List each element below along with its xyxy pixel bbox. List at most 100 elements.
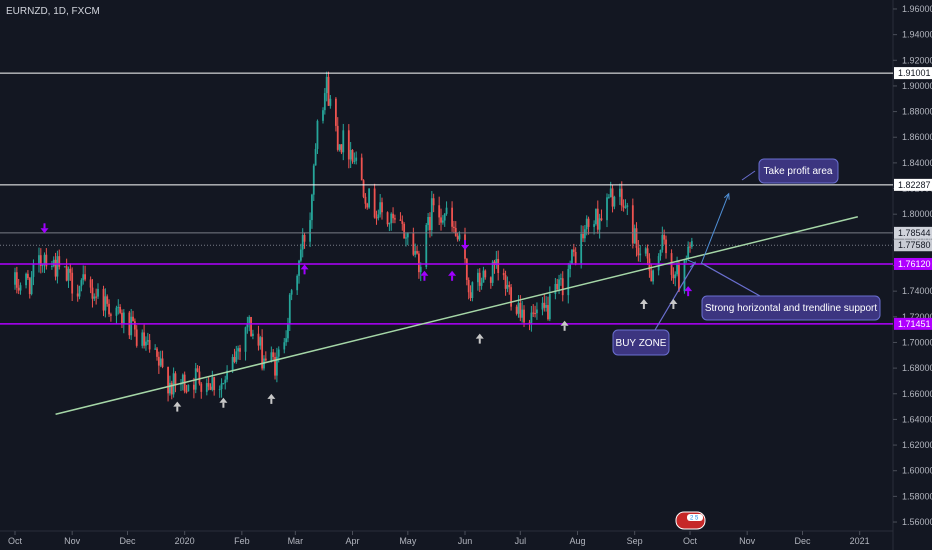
candle-body	[141, 332, 144, 346]
arrow-head	[420, 270, 429, 276]
y-tick-label: 1.66000	[902, 389, 932, 399]
candle-body	[381, 202, 383, 213]
candle-body	[181, 374, 184, 384]
candle-body	[366, 203, 369, 208]
arrow-head	[40, 228, 49, 234]
candle-body	[264, 358, 267, 361]
candle-body	[287, 324, 289, 339]
candle-body	[626, 205, 629, 208]
candle-body	[412, 233, 415, 255]
candle-body	[218, 389, 221, 391]
y-tick-label: 1.84000	[902, 158, 932, 168]
candle-body	[327, 76, 330, 106]
candle-body	[508, 284, 511, 288]
candle-body	[567, 268, 570, 296]
arrow-shaft	[176, 406, 179, 412]
up-arrow-marker	[639, 298, 648, 309]
candle-body	[65, 266, 68, 281]
time-axis[interactable]: Oct Nov Dec 2020 Feb Mar Apr May Jun Jul Aug Sep Oct…	[8, 531, 870, 546]
candle-body	[406, 233, 409, 238]
support-price-label-bg	[894, 257, 932, 270]
x-tick-label: Nov	[739, 536, 756, 546]
buy-zone-callout[interactable]: BUY ZONE	[612, 329, 670, 356]
candle-body	[226, 370, 228, 380]
current-price-label-bg	[894, 239, 932, 252]
candle-body	[517, 302, 520, 314]
x-tick-label: Oct	[8, 536, 23, 546]
support-price-label: 1.76120	[898, 259, 931, 269]
candle-body	[110, 314, 112, 316]
candle-body	[519, 302, 522, 318]
candle-body	[541, 302, 544, 310]
current-price-label: 1.77580	[898, 240, 931, 250]
support-note-box	[701, 295, 881, 321]
candle-body	[69, 268, 72, 273]
candle-body	[394, 218, 396, 220]
event-badge-text: 2 5	[690, 516, 699, 522]
support-callout[interactable]: Strong horizontal and trendline support	[701, 295, 881, 321]
up-arrow-marker	[420, 270, 429, 281]
candle-body	[523, 309, 525, 323]
candle-body	[135, 329, 138, 346]
candle-body	[451, 207, 453, 227]
candle-body	[477, 272, 479, 283]
markers	[40, 223, 693, 412]
candle-body	[683, 260, 686, 292]
candle-body	[17, 287, 20, 291]
candle-body	[351, 149, 354, 162]
candle-body	[674, 274, 677, 279]
arrow-shaft	[642, 303, 645, 309]
candle-body	[274, 356, 276, 376]
candle-body	[246, 323, 249, 328]
candle-body	[30, 276, 33, 295]
candle-body	[665, 239, 667, 254]
candle-body	[272, 352, 275, 357]
candle-body	[299, 249, 302, 261]
candle-body	[453, 226, 455, 228]
candle-body	[607, 197, 610, 199]
candle-body	[458, 234, 461, 240]
candles	[14, 71, 693, 402]
candle-body	[445, 207, 448, 214]
up-arrow-marker	[300, 264, 309, 275]
support-note-pointer	[700, 262, 761, 297]
arrow-head	[560, 320, 569, 326]
ticker-title: EURNZD, 1D, FXCM	[6, 6, 100, 17]
candle-body	[497, 258, 500, 273]
candle-body	[560, 278, 562, 280]
candle-body	[392, 213, 394, 219]
candle-body	[687, 246, 690, 259]
candle-body	[429, 217, 431, 231]
candle-body	[76, 293, 79, 297]
candle-body	[25, 273, 27, 286]
candle-body	[296, 275, 299, 291]
candle-body	[388, 223, 391, 225]
candle-body	[198, 371, 201, 384]
candle-body	[401, 220, 404, 224]
candle-body	[598, 218, 601, 230]
buy-zone-pointer	[654, 261, 697, 331]
candle-body	[622, 205, 625, 208]
candle-body	[611, 188, 614, 207]
price-labels: 1.91001 1.82287 1.78544 1.77580 1.76120 1.714…	[894, 67, 932, 330]
candle-body	[596, 208, 599, 230]
candle-body	[504, 275, 507, 289]
candle-body	[288, 294, 291, 325]
candle-body	[19, 285, 22, 291]
candle-body	[159, 358, 162, 366]
candle-body	[314, 148, 317, 166]
y-tick-label: 1.94000	[902, 30, 932, 40]
take-profit-callout[interactable]: Take profit area	[758, 158, 839, 184]
candle-body	[368, 188, 370, 208]
up-arrow-marker	[475, 333, 484, 344]
candle-body	[323, 93, 326, 111]
candle-body	[248, 316, 251, 324]
up-arrow-marker	[267, 393, 276, 404]
candle-body	[585, 218, 588, 230]
event-badge[interactable]: 2 5	[675, 511, 706, 530]
down-arrow-marker	[461, 239, 469, 250]
candle-body	[620, 188, 623, 206]
candle-body	[14, 272, 16, 285]
candle-body	[414, 251, 417, 255]
